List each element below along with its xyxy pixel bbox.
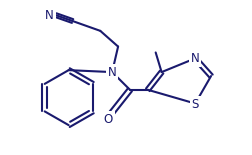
- Text: N: N: [190, 52, 199, 65]
- Text: S: S: [191, 98, 198, 111]
- Text: N: N: [107, 66, 116, 79]
- Text: N: N: [45, 9, 54, 22]
- Text: O: O: [103, 113, 112, 126]
